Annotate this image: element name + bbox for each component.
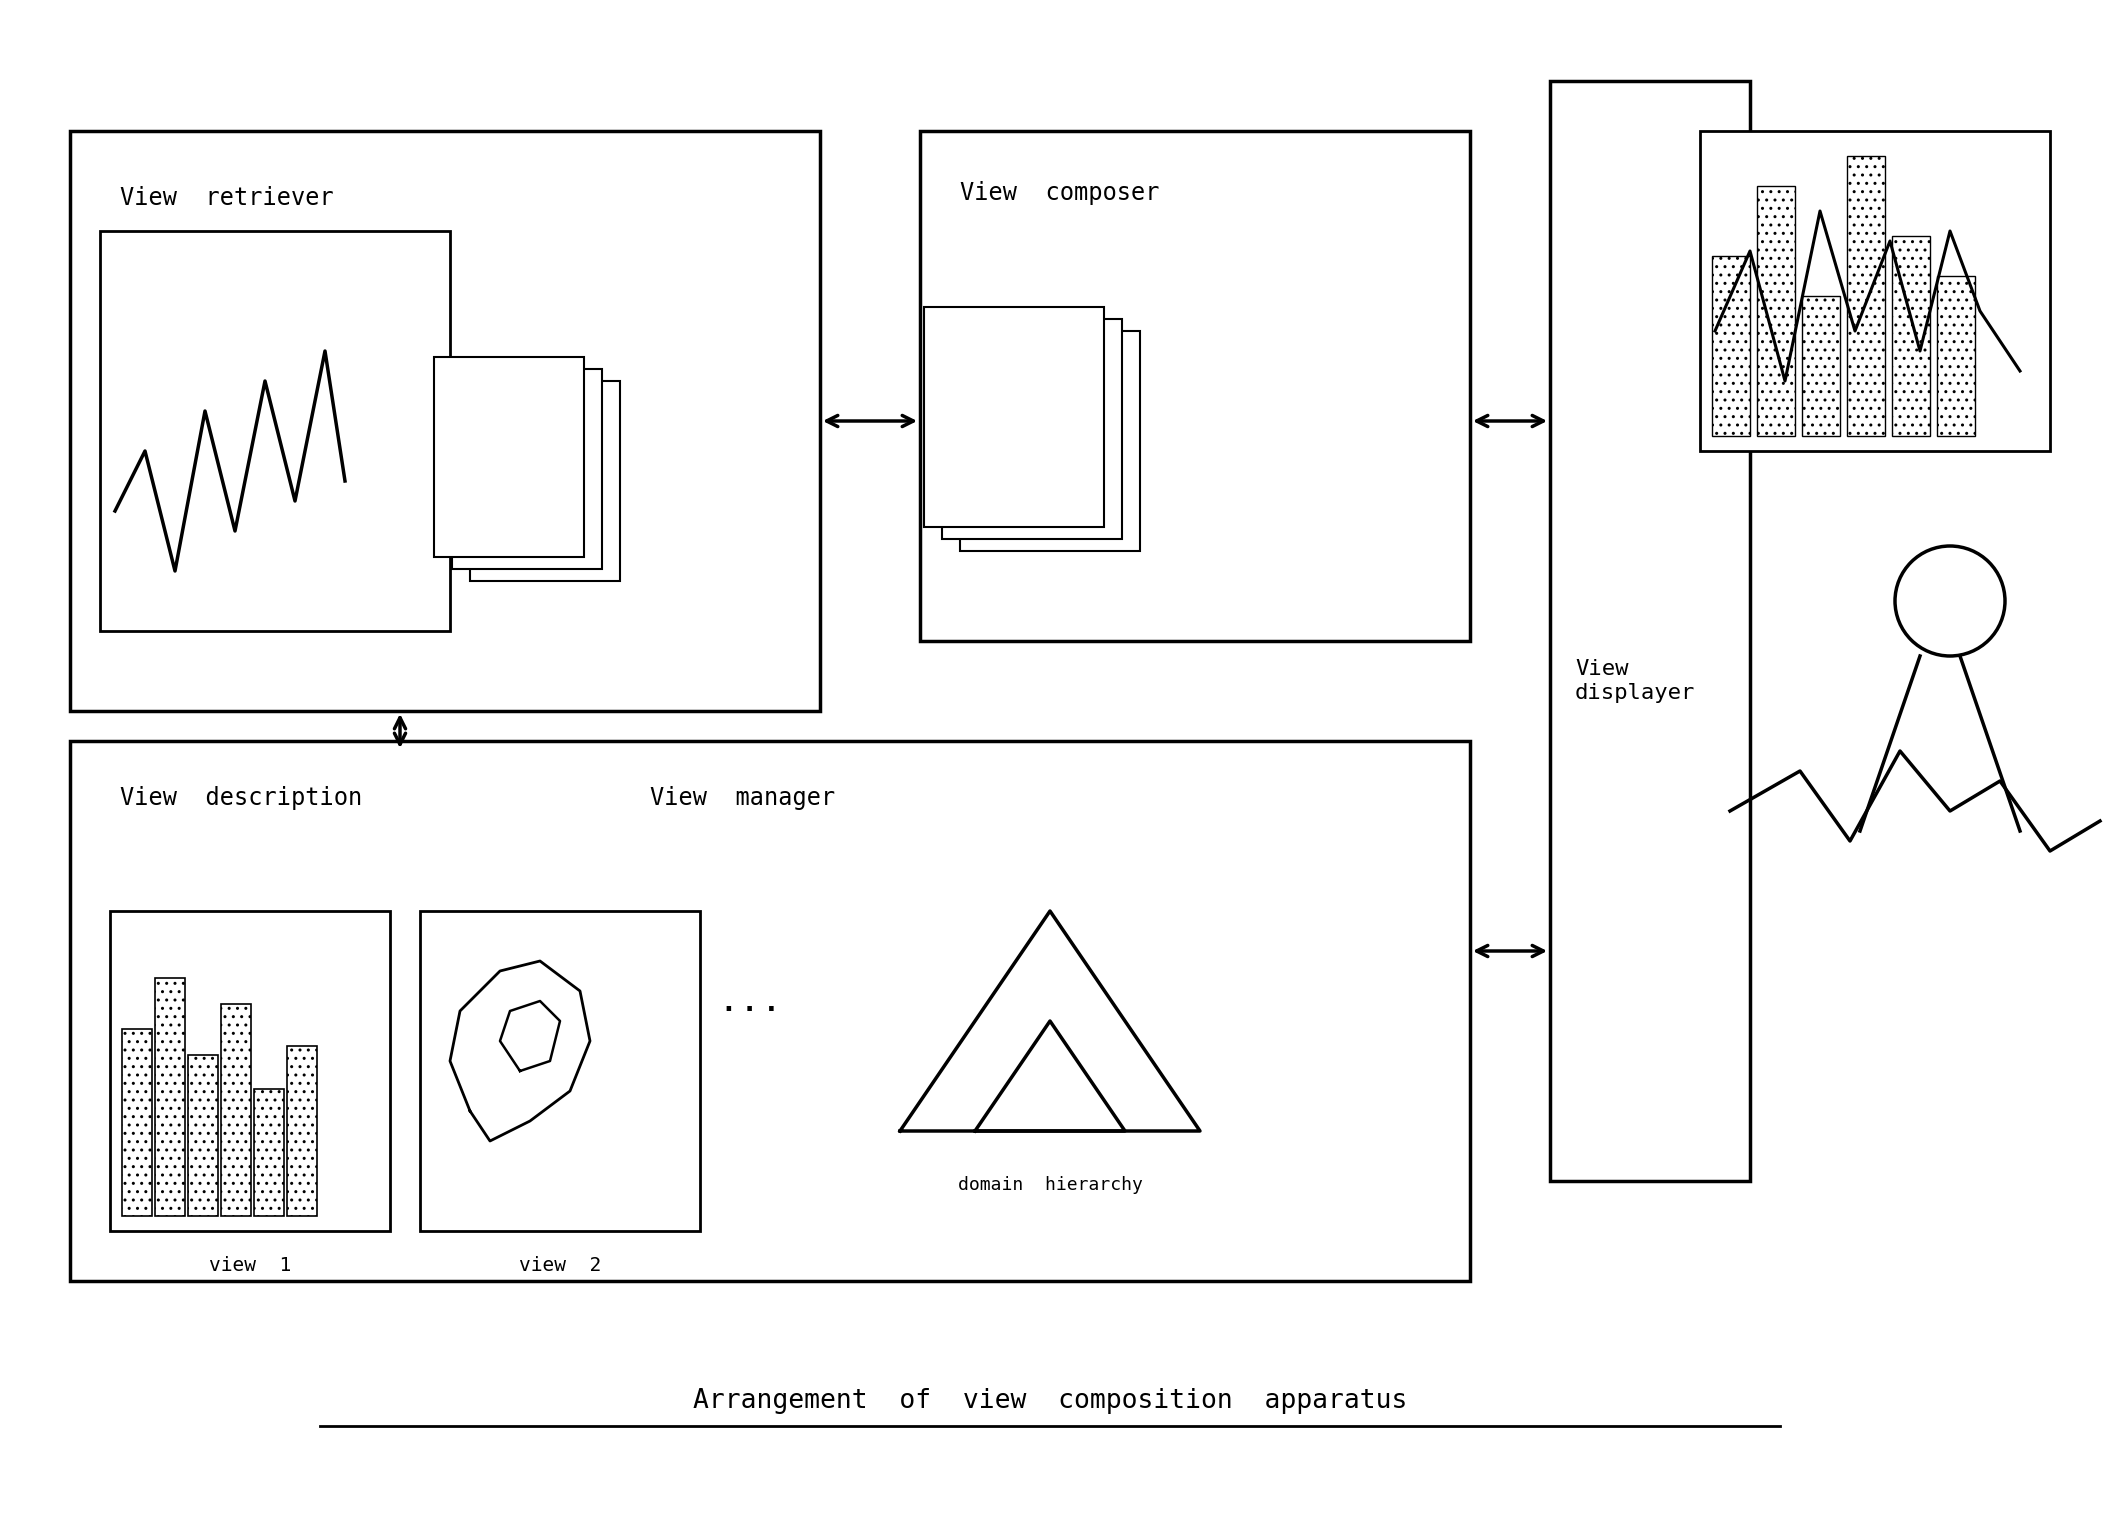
Text: ...: ... xyxy=(717,984,783,1018)
Bar xyxy=(471,381,620,580)
Bar xyxy=(452,369,601,570)
Bar xyxy=(960,331,1139,551)
Bar xyxy=(188,1055,217,1216)
Bar xyxy=(122,1029,152,1216)
Bar xyxy=(222,1003,251,1216)
Bar xyxy=(1701,132,2051,452)
Text: view  2: view 2 xyxy=(519,1255,601,1275)
Bar xyxy=(920,132,1471,641)
Text: view  1: view 1 xyxy=(209,1255,291,1275)
Bar xyxy=(1893,236,1931,436)
Text: View  description: View description xyxy=(120,785,363,810)
Text: View  manager: View manager xyxy=(650,785,836,810)
Text: View  composer: View composer xyxy=(960,181,1161,205)
Text: View
displayer: View displayer xyxy=(1574,660,1694,703)
Bar xyxy=(70,741,1471,1281)
Bar xyxy=(70,132,821,710)
Bar xyxy=(941,318,1123,539)
Bar xyxy=(1758,185,1796,436)
Bar xyxy=(253,1089,285,1216)
Bar xyxy=(1711,256,1749,436)
Bar xyxy=(1551,81,1749,1180)
Bar xyxy=(924,308,1104,527)
Text: domain  hierarchy: domain hierarchy xyxy=(958,1176,1142,1194)
Text: Arrangement  of  view  composition  apparatus: Arrangement of view composition apparatu… xyxy=(692,1389,1407,1415)
Bar xyxy=(287,1046,316,1216)
Text: View  retriever: View retriever xyxy=(120,185,333,210)
Bar xyxy=(1846,156,1884,436)
Bar xyxy=(420,911,701,1231)
Bar xyxy=(1937,276,1975,436)
Bar xyxy=(154,978,186,1216)
Bar xyxy=(110,911,390,1231)
Bar xyxy=(99,231,449,631)
Bar xyxy=(1802,295,1840,436)
Bar xyxy=(435,357,584,557)
